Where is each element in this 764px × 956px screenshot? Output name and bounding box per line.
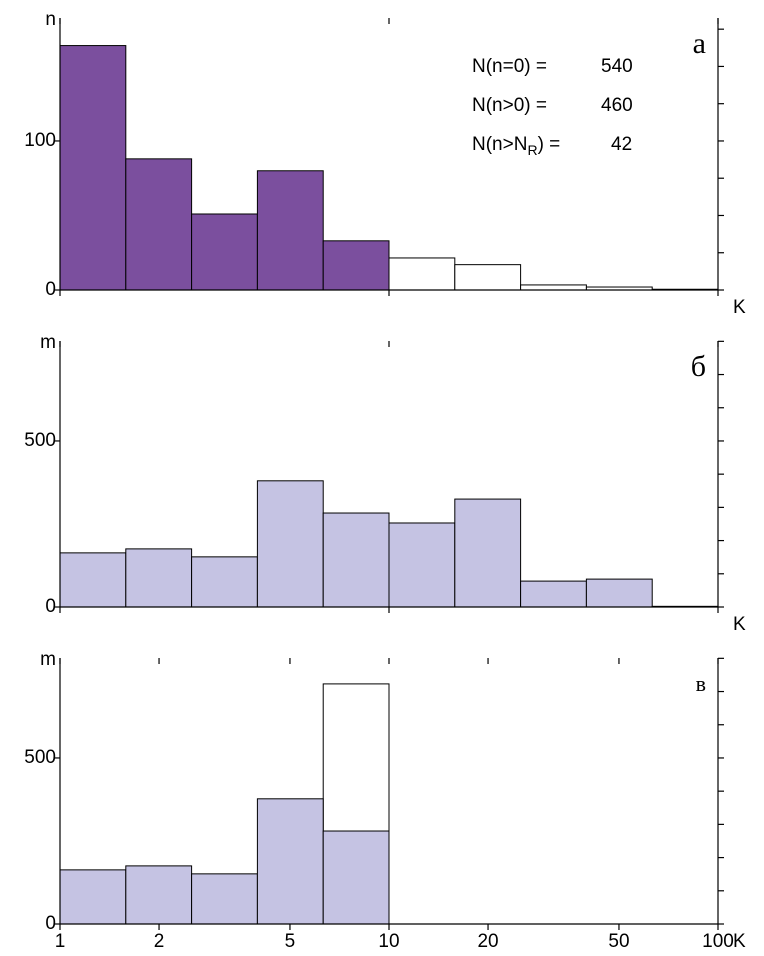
annotation-text: N(n>0) = — [472, 95, 547, 116]
x-tick-label: 2 — [154, 931, 165, 951]
y-tick-label: 0 — [45, 913, 56, 934]
bar — [256, 170, 324, 291]
bar — [322, 512, 390, 608]
x-axis-label: K — [733, 614, 746, 635]
bar — [388, 522, 456, 608]
x-tick-label: 50 — [608, 931, 629, 951]
annotation-value: 42 — [611, 134, 632, 155]
bar — [454, 264, 522, 291]
y-tick-label: 0 — [45, 596, 56, 617]
bar — [585, 578, 653, 608]
bar — [191, 873, 258, 925]
y-tick-label: 100 — [24, 130, 56, 151]
x-tick-label: 20 — [477, 931, 498, 951]
x-tick-label: 100 — [702, 931, 734, 951]
y-axis-label: m — [40, 332, 56, 353]
bar — [322, 240, 390, 291]
bar — [125, 548, 193, 608]
bar — [191, 556, 258, 608]
annotation: N(n>NR) = — [472, 134, 560, 158]
annotation-text: N(n=0) = — [472, 56, 547, 77]
panel-label: а — [693, 27, 706, 60]
annotation-sub: R — [527, 142, 537, 158]
y-axis-label: n — [45, 9, 56, 30]
bar — [322, 830, 390, 925]
bar — [125, 158, 193, 291]
annotation: N(n=0) = — [472, 56, 547, 77]
y-axis-label: m — [40, 649, 56, 670]
annotation-value: 460 — [601, 95, 633, 116]
annotation: N(n>0) = — [472, 95, 547, 116]
x-tick-label: 1 — [55, 931, 66, 951]
bar — [256, 798, 324, 925]
panel-label: б — [691, 350, 706, 383]
annotation-value: 540 — [601, 56, 633, 77]
bar — [59, 552, 127, 608]
x-axis-label: K — [733, 297, 746, 318]
bar — [454, 498, 522, 608]
bar — [388, 257, 456, 291]
bar — [59, 869, 127, 925]
bar — [59, 45, 127, 291]
y-tick-label: 0 — [45, 279, 56, 300]
x-axis-label: K — [733, 931, 746, 951]
bar — [191, 213, 258, 291]
y-tick-label: 500 — [24, 747, 56, 768]
x-tick-label: 5 — [285, 931, 296, 951]
y-tick-label: 500 — [24, 430, 56, 451]
annotation-text: N(n>N — [472, 134, 527, 155]
x-tick-label: 10 — [378, 931, 399, 951]
bar — [125, 865, 193, 925]
bar — [520, 284, 587, 291]
annotation-text: ) = — [538, 134, 561, 155]
bar — [520, 580, 587, 608]
bar — [256, 480, 324, 608]
panel-label: в — [696, 671, 706, 696]
